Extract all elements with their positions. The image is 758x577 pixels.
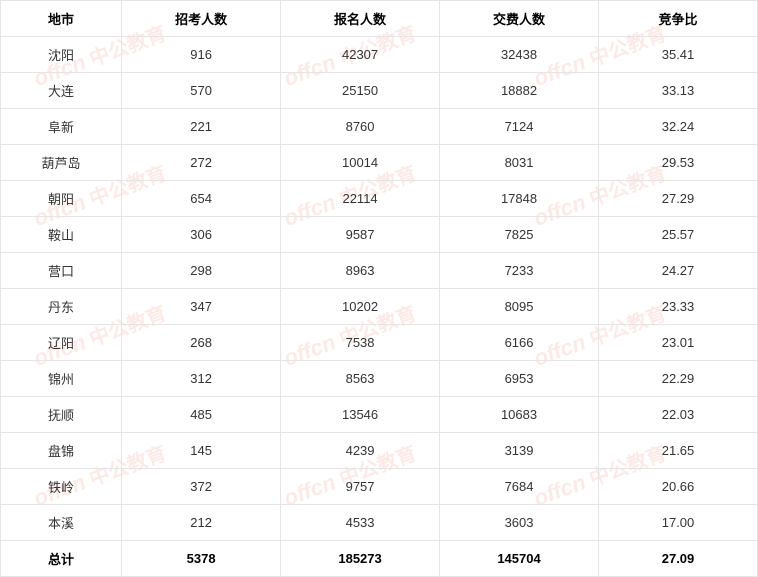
table-cell: 312	[122, 361, 281, 397]
table-cell: 辽阳	[1, 325, 122, 361]
table-row: 沈阳916423073243835.41	[1, 37, 758, 73]
table-cell: 298	[122, 253, 281, 289]
table-row: 朝阳654221141784827.29	[1, 181, 758, 217]
table-cell: 抚顺	[1, 397, 122, 433]
table-cell: 654	[122, 181, 281, 217]
table-cell: 营口	[1, 253, 122, 289]
header-apply: 报名人数	[281, 1, 440, 37]
data-table: 地市 招考人数 报名人数 交费人数 竞争比 沈阳916423073243835.…	[0, 0, 758, 577]
table-cell: 35.41	[599, 37, 758, 73]
table-cell: 4533	[281, 505, 440, 541]
table-row: 抚顺485135461068322.03	[1, 397, 758, 433]
table-cell: 8760	[281, 109, 440, 145]
table-total-cell: 5378	[122, 541, 281, 577]
table-row: 阜新2218760712432.24	[1, 109, 758, 145]
table-row: 辽阳2687538616623.01	[1, 325, 758, 361]
table-cell: 3603	[440, 505, 599, 541]
table-cell: 570	[122, 73, 281, 109]
table-body: 沈阳916423073243835.41大连570251501888233.13…	[1, 37, 758, 577]
table-cell: 丹东	[1, 289, 122, 325]
table-cell: 10014	[281, 145, 440, 181]
table-cell: 221	[122, 109, 281, 145]
table-cell: 8095	[440, 289, 599, 325]
table-cell: 268	[122, 325, 281, 361]
table-cell: 33.13	[599, 73, 758, 109]
table-cell: 916	[122, 37, 281, 73]
table-cell: 25150	[281, 73, 440, 109]
table-cell: 23.01	[599, 325, 758, 361]
header-pay: 交费人数	[440, 1, 599, 37]
header-city: 地市	[1, 1, 122, 37]
table-row: 丹东34710202809523.33	[1, 289, 758, 325]
header-ratio: 竞争比	[599, 1, 758, 37]
table-cell: 7825	[440, 217, 599, 253]
table-cell: 27.29	[599, 181, 758, 217]
table-cell: 7684	[440, 469, 599, 505]
table-cell: 22114	[281, 181, 440, 217]
table-cell: 沈阳	[1, 37, 122, 73]
table-cell: 7233	[440, 253, 599, 289]
table-cell: 8031	[440, 145, 599, 181]
table-cell: 铁岭	[1, 469, 122, 505]
table-cell: 10683	[440, 397, 599, 433]
table-row: 盘锦1454239313921.65	[1, 433, 758, 469]
table-total-row: 总计537818527314570427.09	[1, 541, 758, 577]
table-cell: 13546	[281, 397, 440, 433]
table-cell: 7124	[440, 109, 599, 145]
table-row: 本溪2124533360317.00	[1, 505, 758, 541]
table-cell: 17848	[440, 181, 599, 217]
table-cell: 18882	[440, 73, 599, 109]
table-cell: 朝阳	[1, 181, 122, 217]
table-cell: 8563	[281, 361, 440, 397]
table-cell: 8963	[281, 253, 440, 289]
table-cell: 17.00	[599, 505, 758, 541]
table-cell: 10202	[281, 289, 440, 325]
table-cell: 42307	[281, 37, 440, 73]
table-row: 葫芦岛27210014803129.53	[1, 145, 758, 181]
table-cell: 29.53	[599, 145, 758, 181]
table-cell: 24.27	[599, 253, 758, 289]
table-cell: 32.24	[599, 109, 758, 145]
table-cell: 盘锦	[1, 433, 122, 469]
table-cell: 25.57	[599, 217, 758, 253]
table-cell: 3139	[440, 433, 599, 469]
table-cell: 20.66	[599, 469, 758, 505]
table-cell: 葫芦岛	[1, 145, 122, 181]
table-row: 铁岭3729757768420.66	[1, 469, 758, 505]
table-cell: 阜新	[1, 109, 122, 145]
table-cell: 7538	[281, 325, 440, 361]
table-cell: 6166	[440, 325, 599, 361]
header-recruit: 招考人数	[122, 1, 281, 37]
table-cell: 9757	[281, 469, 440, 505]
table-cell: 本溪	[1, 505, 122, 541]
table-total-cell: 27.09	[599, 541, 758, 577]
table-cell: 485	[122, 397, 281, 433]
table-cell: 212	[122, 505, 281, 541]
table-header-row: 地市 招考人数 报名人数 交费人数 竞争比	[1, 1, 758, 37]
table-cell: 22.29	[599, 361, 758, 397]
table-row: 锦州3128563695322.29	[1, 361, 758, 397]
table-cell: 21.65	[599, 433, 758, 469]
table-row: 大连570251501888233.13	[1, 73, 758, 109]
table-row: 营口2988963723324.27	[1, 253, 758, 289]
table-cell: 347	[122, 289, 281, 325]
table-cell: 4239	[281, 433, 440, 469]
table-total-cell: 145704	[440, 541, 599, 577]
table-cell: 306	[122, 217, 281, 253]
table-cell: 272	[122, 145, 281, 181]
table-cell: 大连	[1, 73, 122, 109]
table-row: 鞍山3069587782525.57	[1, 217, 758, 253]
table-cell: 22.03	[599, 397, 758, 433]
table-cell: 6953	[440, 361, 599, 397]
table-cell: 145	[122, 433, 281, 469]
table-total-cell: 185273	[281, 541, 440, 577]
table-cell: 32438	[440, 37, 599, 73]
table-cell: 23.33	[599, 289, 758, 325]
table-cell: 鞍山	[1, 217, 122, 253]
table-total-cell: 总计	[1, 541, 122, 577]
table-cell: 锦州	[1, 361, 122, 397]
table-cell: 9587	[281, 217, 440, 253]
table-cell: 372	[122, 469, 281, 505]
